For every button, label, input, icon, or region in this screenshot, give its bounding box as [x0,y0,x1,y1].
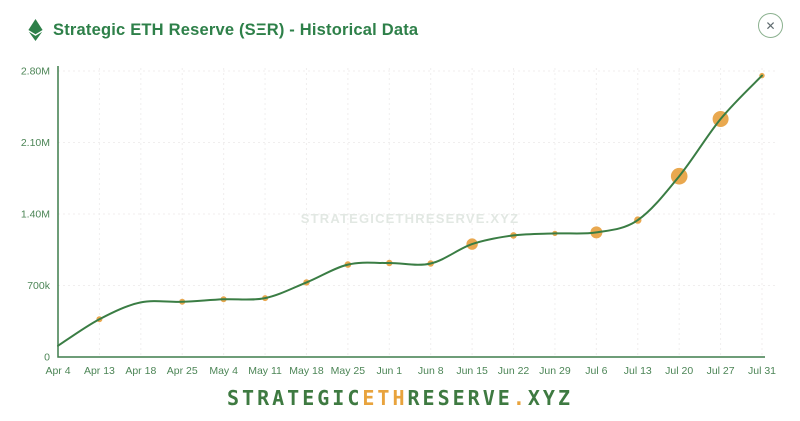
ethereum-icon [28,19,43,41]
x-tick-label: Apr 13 [84,365,115,377]
series-line [57,74,763,347]
x-tick-label: Jul 31 [748,365,776,377]
axis-lines [57,66,765,358]
x-tick-label: Jul 6 [585,365,607,377]
x-tick-label: Jun 15 [456,365,488,377]
x-tick-label: Apr 25 [167,365,198,377]
x-tick-label: Jun 1 [376,365,402,377]
y-tick-label: 700k [27,280,51,292]
close-icon: ✕ [765,18,776,33]
x-tick-label: May 11 [248,365,282,377]
page-title: Strategic ETH Reserve (SΞR) - Historical… [53,20,419,39]
x-tick-label: May 4 [209,365,238,377]
wordmark-segment: XYZ [527,386,573,410]
x-tick-label: Jun 22 [498,365,530,377]
site-wordmark: STRATEGICETHRESERVE.XYZ [0,386,800,410]
x-tick-label: Jun 29 [539,365,571,377]
x-tick-label: Jun 8 [418,365,444,377]
wordmark-segment: STRATEGIC [227,386,363,410]
y-tick-label: 2.80M [21,66,50,78]
x-tick-label: Apr 4 [45,365,70,377]
x-tick-label: Jul 20 [665,365,693,377]
x-tick-label: Apr 18 [125,365,156,377]
x-tick-label: May 18 [289,365,324,377]
wordmark-segment: RESERVE [407,386,513,410]
header: Strategic ETH Reserve (SΞR) - Historical… [28,19,418,41]
x-tick-label: Jul 27 [707,365,735,377]
x-tick-label: May 25 [331,365,366,377]
y-tick-label: 1.40M [21,209,50,221]
y-tick-label: 0 [44,352,50,364]
x-tick-label: Jul 13 [624,365,652,377]
y-tick-label: 2.10M [21,137,50,149]
wordmark-segment: ETH [362,386,408,410]
wordmark-segment: . [512,386,528,410]
close-button[interactable]: ✕ [758,13,783,38]
